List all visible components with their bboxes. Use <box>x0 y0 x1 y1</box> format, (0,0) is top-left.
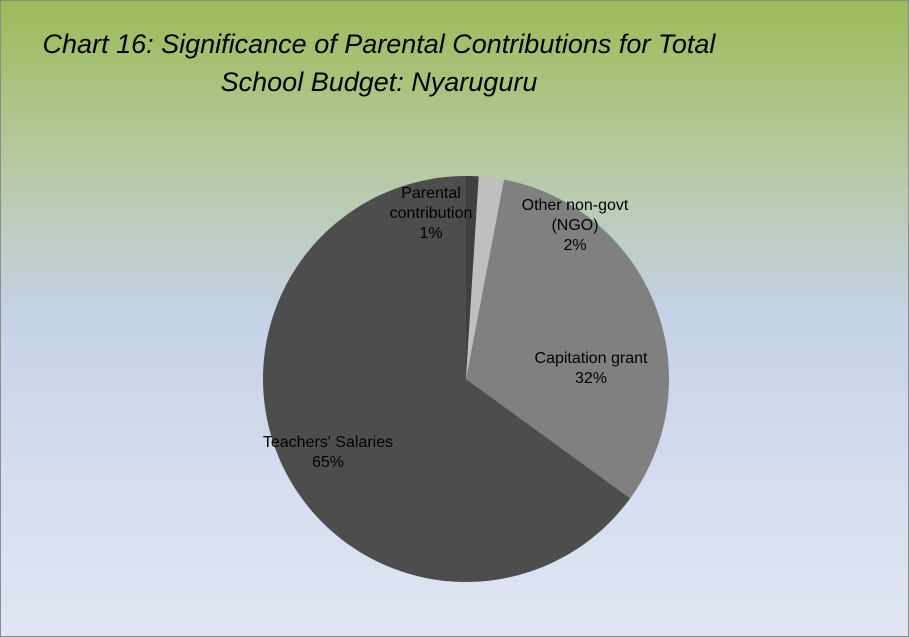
pie-slice <box>466 179 669 499</box>
category-label: Capitation grant <box>534 350 648 367</box>
value-label: 2% <box>563 237 587 254</box>
pie-slice <box>262 176 631 582</box>
category-label: Parental contribution <box>389 185 473 222</box>
value-label: 65% <box>311 454 345 471</box>
category-label: Other non-govt (NGO) <box>521 197 629 234</box>
data-label: Other non-govt (NGO) 2% <box>505 196 645 256</box>
chart-title: Chart 16: Significance of Parental Contr… <box>42 29 716 97</box>
data-label: Teachers' Salaries 65% <box>243 433 413 473</box>
category-label: Teachers' Salaries <box>262 434 394 451</box>
value-label: 32% <box>574 370 608 387</box>
pie-slice <box>466 176 479 379</box>
data-label: Capitation grant 32% <box>506 349 676 389</box>
value-label: 1% <box>419 225 443 242</box>
pie-slice <box>466 176 505 379</box>
data-label: Parental contribution 1% <box>381 184 481 244</box>
